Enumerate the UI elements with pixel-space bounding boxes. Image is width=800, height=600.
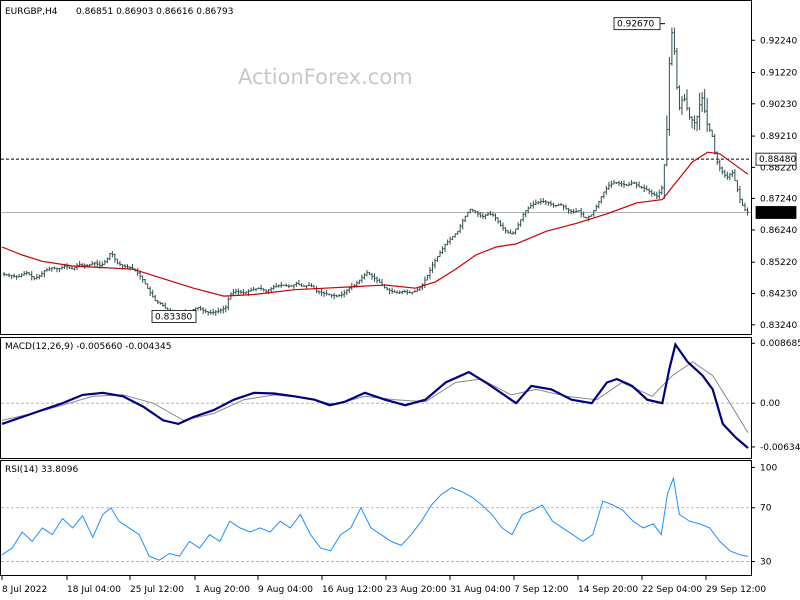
macd-lines [1,341,749,449]
rsi-panel [0,460,752,576]
resistance-label: 0.88480 [759,155,796,165]
time-tick-label: 8 Jul 2022 [2,585,47,595]
time-axis: 8 Jul 2022 18 Jul 04:00 25 Jul 12:00 1 Aug … [1,576,766,595]
rsi-tick-label: 100 [760,463,777,473]
time-tick-label: 9 Aug 04:00 [258,585,313,595]
high-label: 0.92670 [617,20,654,30]
price-panel [0,0,752,335]
price-tick-label: 0.89210 [760,132,797,142]
price-tick-label: 0.86240 [760,226,797,236]
price-bars [2,27,749,318]
price-tick-label: 0.92240 [760,36,797,46]
macd-title: MACD(12,26,9) -0.005660 -0.004345 [5,342,171,352]
rsi-tick-label: 70 [760,504,772,514]
symbol-label: EURGBP,H4 [5,7,58,17]
rsi-line [1,476,749,561]
price-tick-label: 0.84230 [760,290,797,300]
time-tick-label: 25 Jul 12:00 [130,585,184,595]
macd-tick-label: 0.00 [760,399,780,409]
price-annotations: 0.92670 0.88480 0.86793 0.83380 [151,17,797,323]
time-tick-label: 14 Sep 20:00 [578,585,638,595]
macd-tick-label: 0.008685 [760,339,800,349]
rsi-guide-lines [1,507,751,562]
rsi-axis: 100 70 30 [751,463,777,568]
ohlc-readout: 0.86851 0.86903 0.86616 0.86793 [76,7,233,17]
resistance-label-box [755,152,797,166]
price-tick-label: 0.90230 [760,100,797,110]
moving-average [1,151,749,297]
current-price-label: 0.86793 [759,208,796,218]
time-tick-label: 16 Aug 12:00 [322,585,383,595]
price-guide-lines [1,158,751,213]
rsi-tick-label: 30 [760,558,772,568]
price-tick-label: 0.83240 [760,321,797,331]
macd-main-line [1,341,749,449]
price-axis: 0.92240 0.91220 0.90230 0.89210 0.88220 0.872… [751,36,797,331]
time-tick-label: 29 Sep 12:00 [706,585,766,595]
moving-average-line [1,151,749,297]
time-tick-label: 7 Sep 12:00 [514,585,569,595]
macd-axis: 0.008685 0.00 -0.006343 [751,339,800,453]
current-price-label-box [755,206,797,219]
price-tick-label: 0.87240 [760,194,797,204]
watermark: ActionForex.com [238,65,413,89]
time-tick-label: 18 Jul 04:00 [67,585,121,595]
rsi-lines [1,476,749,561]
time-tick-label: 22 Sep 04:00 [642,585,702,595]
price-tick-label: 0.91220 [760,69,797,79]
price-tick-label: 0.85220 [760,258,797,268]
time-tick-label: 1 Aug 20:00 [195,585,250,595]
time-tick-label: 31 Aug 04:00 [450,585,511,595]
price-tick-label: 0.88220 [760,163,797,173]
time-tick-label: 23 Aug 20:00 [386,585,447,595]
macd-tick-label: -0.006343 [760,443,800,453]
low-label-box [151,310,197,323]
low-label: 0.83380 [155,312,192,322]
rsi-title: RSI(14) 33.8096 [5,465,78,475]
macd-signal-line [1,361,749,434]
